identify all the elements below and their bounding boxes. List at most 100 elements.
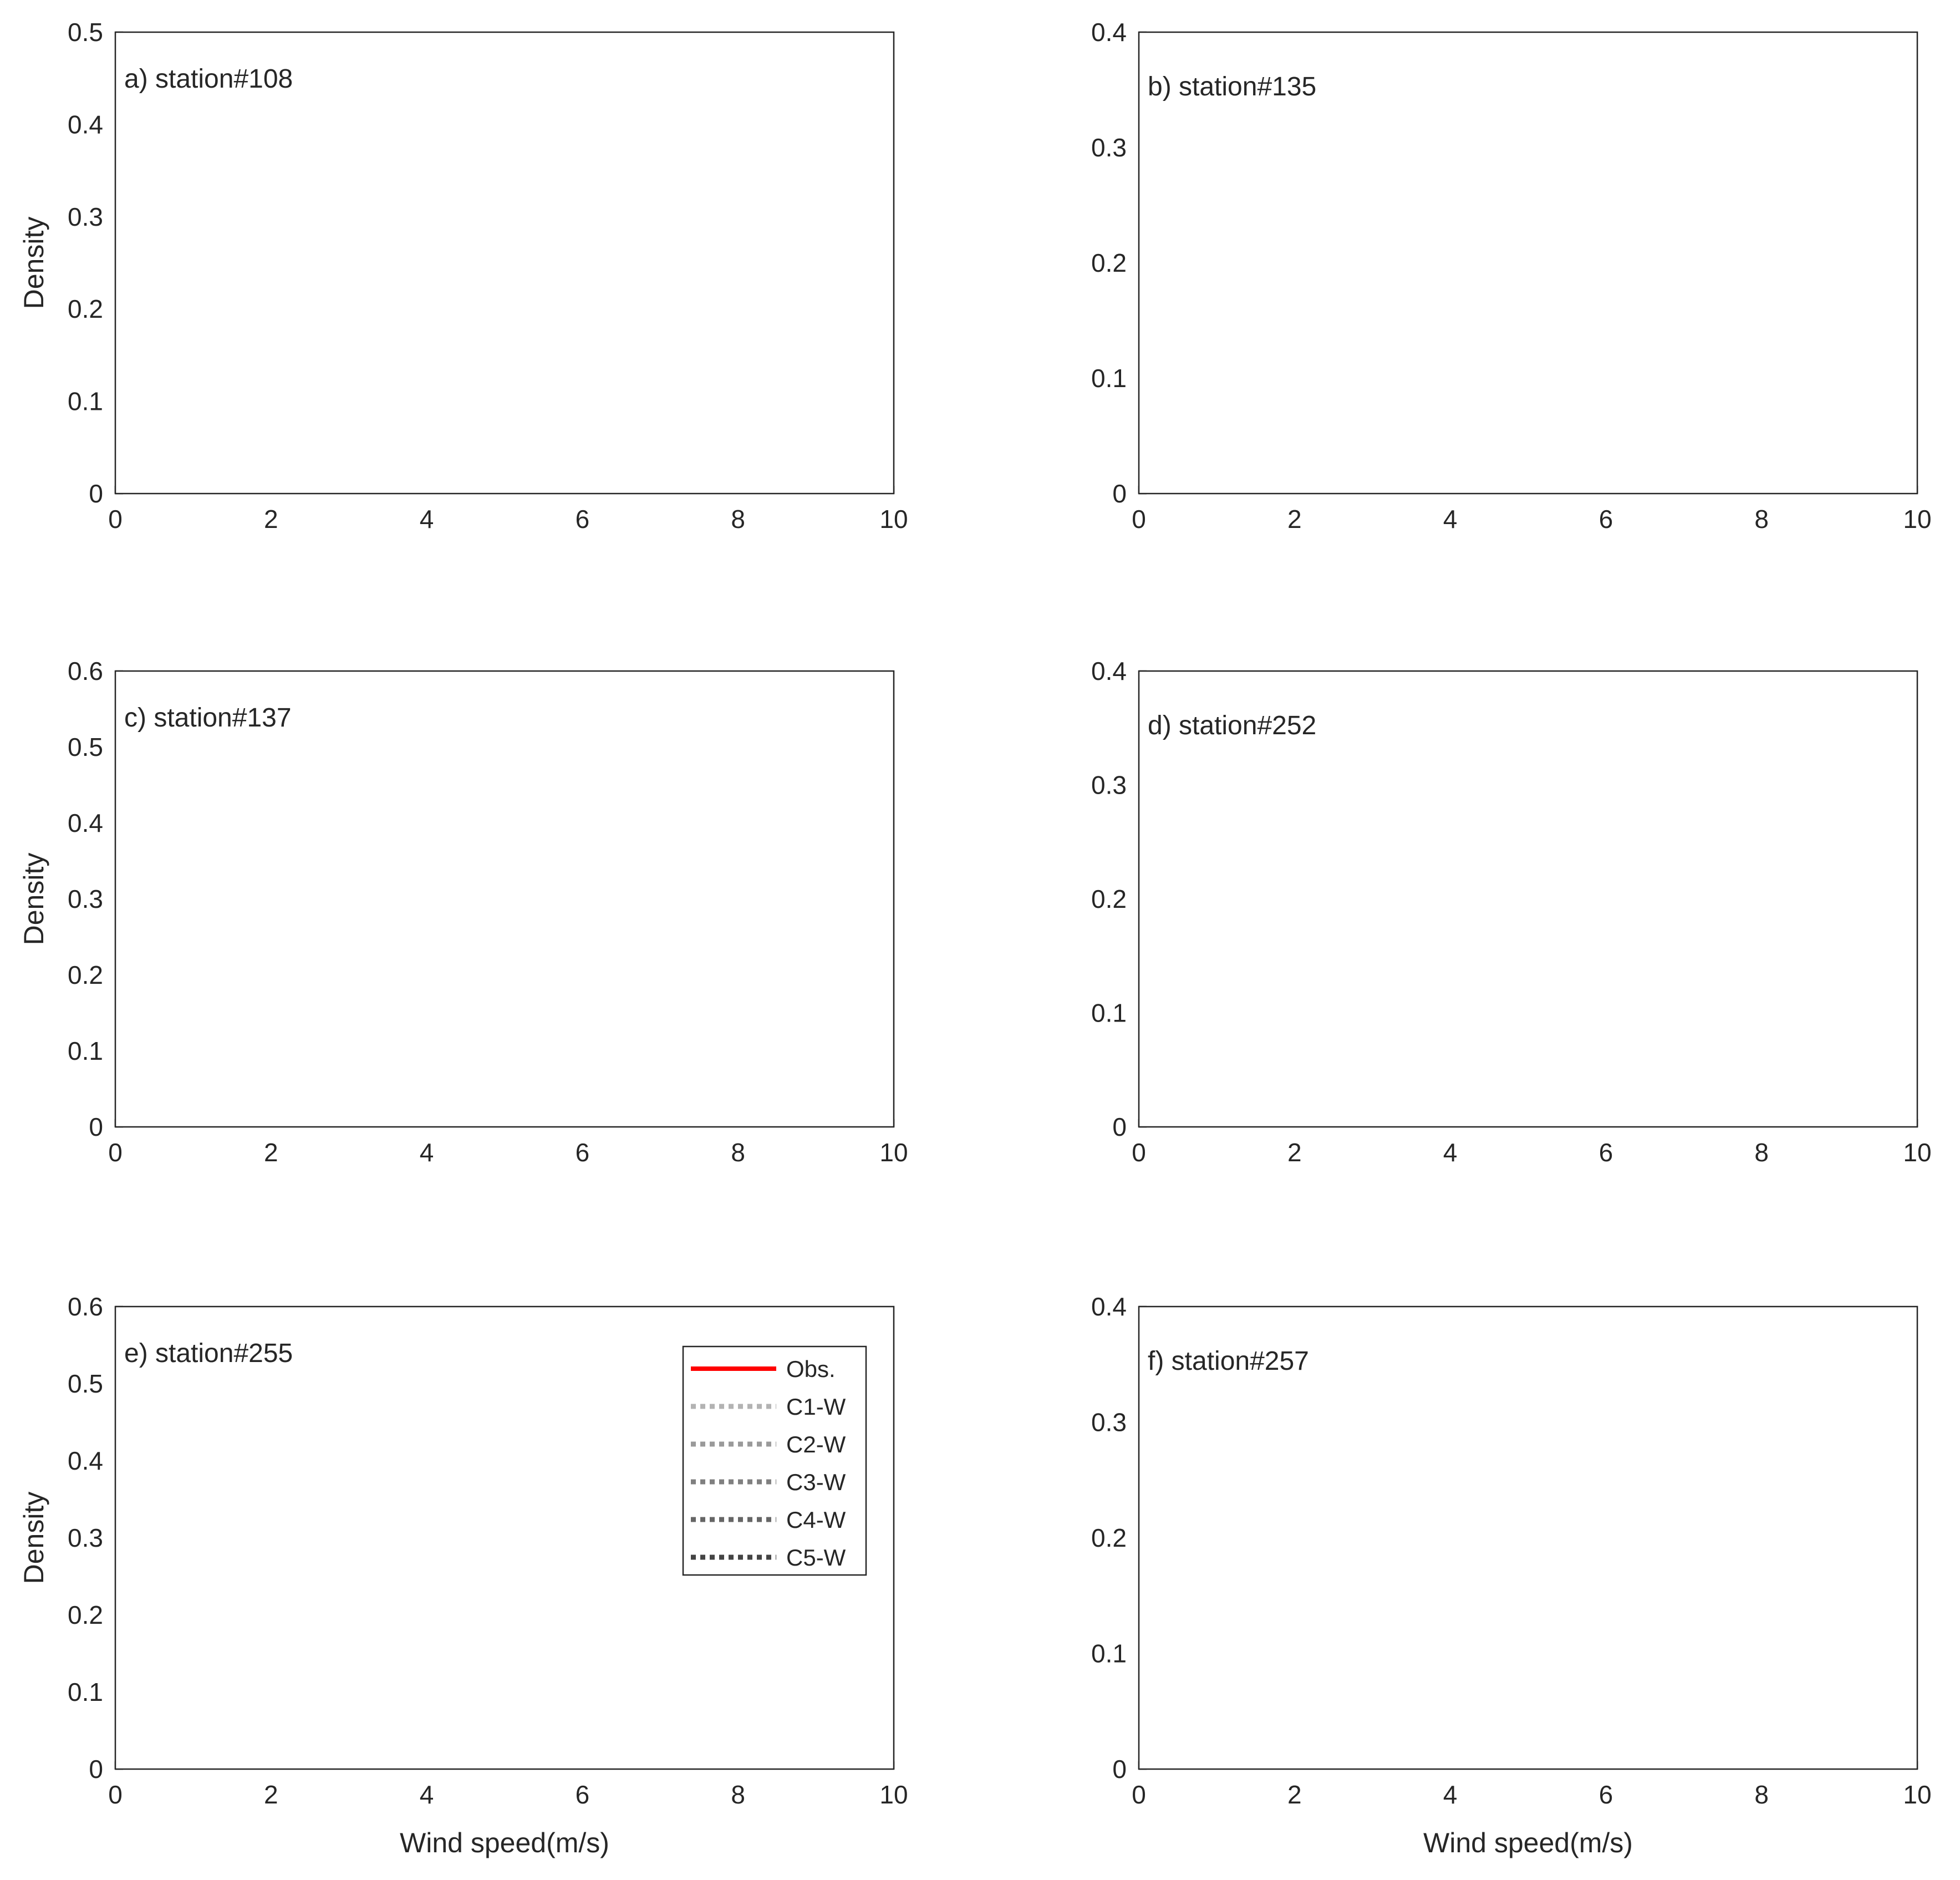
legend-label-obs: Obs. — [786, 1356, 836, 1382]
y-tick-label: 0.2 — [68, 294, 103, 323]
panel-title: d) station#252 — [1148, 711, 1316, 740]
x-tick-label: 2 — [1287, 1138, 1302, 1167]
y-tick-label: 0 — [1112, 1755, 1127, 1784]
x-axis-label: Wind speed(m/s) — [400, 1827, 609, 1858]
x-tick-label: 10 — [879, 1780, 908, 1809]
x-tick-label: 10 — [879, 1138, 908, 1167]
y-tick-label: 0.2 — [1091, 885, 1127, 913]
x-tick-label: 4 — [1443, 1138, 1458, 1167]
y-axis-label: Density — [18, 1492, 49, 1584]
y-tick-label: 0.2 — [68, 961, 103, 989]
panel-2: 0 2 4 6 8 10 0 0.1 0.2 0.3 0.4 b) station#135 — [1091, 18, 1932, 533]
x-tick-label: 6 — [576, 1138, 590, 1167]
x-tick-label: 4 — [1443, 1780, 1458, 1809]
x-tick-label: 10 — [1903, 1138, 1931, 1167]
axes-frame — [1138, 670, 1918, 1128]
y-tick-label: 0.4 — [68, 1446, 103, 1475]
x-tick-label: 6 — [1599, 1138, 1613, 1167]
x-tick-label: 8 — [731, 1138, 745, 1167]
y-tick-label: 0 — [1112, 479, 1127, 508]
panel-title: e) station#255 — [124, 1339, 293, 1368]
x-tick-label: 8 — [731, 505, 745, 533]
x-tick-label: 8 — [731, 1780, 745, 1809]
x-tick-label: 4 — [420, 1138, 434, 1167]
legend-label-c4-w: C4-W — [786, 1507, 846, 1533]
panel-title: c) station#137 — [124, 703, 292, 733]
y-tick-label: 0.3 — [1091, 133, 1127, 162]
x-tick-label: 6 — [1599, 1780, 1613, 1809]
y-tick-label: 0.4 — [68, 110, 103, 139]
y-tick-label: 0.4 — [1091, 1292, 1127, 1321]
x-tick-label: 2 — [264, 1138, 278, 1167]
x-tick-label: 6 — [1599, 505, 1613, 533]
y-tick-label: 0.3 — [68, 1523, 103, 1552]
x-tick-label: 0 — [1132, 1780, 1146, 1809]
y-tick-label: 0.3 — [68, 202, 103, 231]
legend-label-c3-w: C3-W — [786, 1469, 846, 1495]
panel-title: f) station#257 — [1148, 1347, 1309, 1376]
panel-6: 0 2 4 6 8 10 0 0.1 0.2 0.3 0.4 f) station#257 Wind s… — [1091, 1292, 1932, 1858]
x-tick-label: 0 — [108, 505, 123, 533]
x-tick-label: 0 — [108, 1138, 123, 1167]
y-tick-label: 0.6 — [68, 1292, 103, 1321]
panel-title: b) station#135 — [1148, 72, 1316, 101]
y-tick-label: 0.1 — [68, 1036, 103, 1065]
y-tick-label: 0 — [89, 479, 103, 508]
y-axis-label: Density — [18, 853, 49, 946]
x-tick-label: 8 — [1754, 1138, 1769, 1167]
y-tick-label: 0.3 — [68, 885, 103, 913]
panel-title: a) station#108 — [124, 64, 293, 94]
x-tick-label: 2 — [264, 505, 278, 533]
y-tick-label: 0.4 — [1091, 657, 1127, 685]
y-tick-label: 0.4 — [1091, 18, 1127, 47]
y-tick-label: 0.1 — [1091, 999, 1127, 1028]
x-tick-label: 6 — [576, 1780, 590, 1809]
y-tick-label: 0.5 — [68, 18, 103, 47]
panel-1: 0 2 4 6 8 10 0 0.1 0.2 0.3 0.4 0.5 a) station#108 Den… — [18, 18, 908, 533]
axes-frame — [1138, 1305, 1918, 1770]
axes-frame — [1138, 31, 1918, 495]
x-tick-label: 0 — [108, 1780, 123, 1809]
x-tick-label: 0 — [1132, 505, 1146, 533]
x-tick-label: 8 — [1754, 505, 1769, 533]
legend-label-c1-w: C1-W — [786, 1394, 846, 1420]
y-tick-label: 0.4 — [68, 809, 103, 837]
legend: Obs. C1-W C2-W C3-W C4-W C5-W — [682, 1345, 867, 1576]
y-tick-label: 0.6 — [68, 657, 103, 685]
x-tick-label: 0 — [1132, 1138, 1146, 1167]
x-tick-label: 2 — [1287, 505, 1302, 533]
y-tick-label: 0 — [1112, 1112, 1127, 1141]
x-tick-label: 6 — [576, 505, 590, 533]
x-tick-label: 2 — [264, 1780, 278, 1809]
y-tick-label: 0.1 — [1091, 1639, 1127, 1668]
x-tick-label: 10 — [1903, 505, 1931, 533]
y-tick-label: 0.1 — [68, 387, 103, 416]
x-tick-label: 4 — [420, 505, 434, 533]
legend-box — [682, 1345, 867, 1576]
x-axis-label: Wind speed(m/s) — [1423, 1827, 1633, 1858]
panel-5: 0 2 4 6 8 10 0 0.1 0.2 0.3 0.4 0.5 0.6 e) station#255… — [18, 1292, 908, 1858]
x-tick-label: 2 — [1287, 1780, 1302, 1809]
panel-3: 0 2 4 6 8 10 0 0.1 0.2 0.3 0.4 0.5 0.6 c) station#137… — [18, 657, 908, 1167]
x-tick-label: 8 — [1754, 1780, 1769, 1809]
y-tick-label: 0.2 — [1091, 248, 1127, 277]
y-axis-label: Density — [18, 217, 49, 309]
axes-frame — [114, 31, 895, 495]
x-tick-label: 4 — [420, 1780, 434, 1809]
panel-4: 0 2 4 6 8 10 0 0.1 0.2 0.3 0.4 d) station#252 — [1091, 657, 1932, 1167]
legend-label-c2-w: C2-W — [786, 1431, 846, 1457]
y-tick-label: 0.5 — [68, 1369, 103, 1398]
y-tick-label: 0 — [89, 1112, 103, 1141]
y-tick-label: 0.3 — [1091, 1408, 1127, 1437]
y-tick-label: 0.1 — [68, 1678, 103, 1706]
x-tick-label: 10 — [1903, 1780, 1931, 1809]
x-tick-label: 10 — [879, 505, 908, 533]
legend-label-c5-w: C5-W — [786, 1544, 846, 1571]
y-tick-label: 0.2 — [68, 1600, 103, 1629]
y-tick-label: 0.1 — [1091, 364, 1127, 393]
axes-frame — [114, 670, 895, 1128]
y-tick-label: 0 — [89, 1755, 103, 1784]
y-tick-label: 0.5 — [68, 733, 103, 761]
y-tick-label: 0.2 — [1091, 1523, 1127, 1552]
